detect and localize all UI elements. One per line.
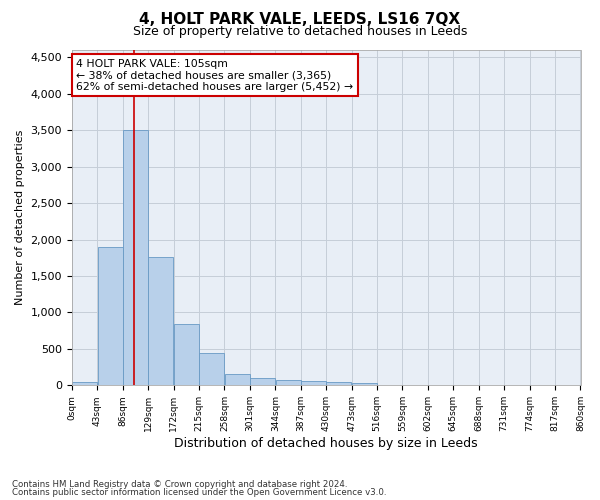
Bar — [326, 382, 352, 386]
Y-axis label: Number of detached properties: Number of detached properties — [15, 130, 25, 306]
Text: Contains public sector information licensed under the Open Government Licence v3: Contains public sector information licen… — [12, 488, 386, 497]
Bar — [199, 352, 224, 386]
Bar — [148, 257, 173, 386]
Bar — [225, 374, 250, 386]
Text: Size of property relative to detached houses in Leeds: Size of property relative to detached ho… — [133, 25, 467, 38]
Text: 4 HOLT PARK VALE: 105sqm
← 38% of detached houses are smaller (3,365)
62% of sem: 4 HOLT PARK VALE: 105sqm ← 38% of detach… — [76, 58, 353, 92]
Bar — [250, 378, 275, 386]
Text: Contains HM Land Registry data © Crown copyright and database right 2024.: Contains HM Land Registry data © Crown c… — [12, 480, 347, 489]
Bar — [301, 382, 326, 386]
Bar — [174, 324, 199, 386]
Bar — [275, 380, 301, 386]
Bar — [123, 130, 148, 386]
Bar — [98, 247, 122, 386]
X-axis label: Distribution of detached houses by size in Leeds: Distribution of detached houses by size … — [175, 437, 478, 450]
Text: 4, HOLT PARK VALE, LEEDS, LS16 7QX: 4, HOLT PARK VALE, LEEDS, LS16 7QX — [139, 12, 461, 28]
Bar — [72, 382, 97, 386]
Bar — [352, 383, 377, 386]
